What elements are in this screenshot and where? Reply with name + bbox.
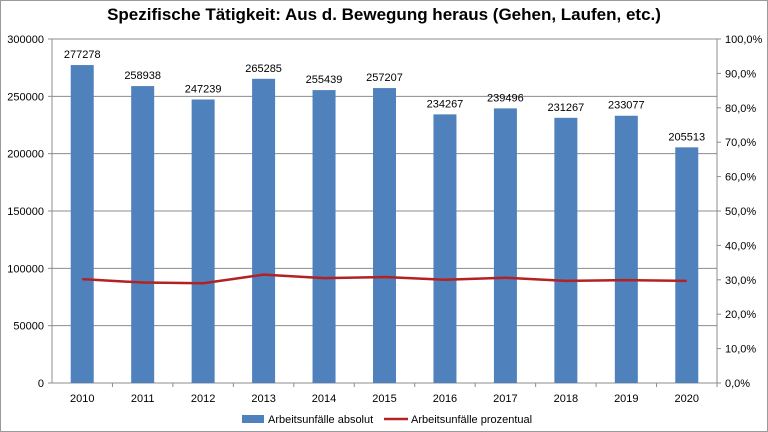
bar-data-label: 258938 <box>124 70 161 82</box>
bar-data-label: 233077 <box>608 100 645 112</box>
bar-data-label: 234267 <box>427 98 464 110</box>
bar-data-label: 277278 <box>64 49 101 61</box>
right-axis-tick-label: 40,0% <box>725 240 756 252</box>
x-axis-tick-label: 2018 <box>554 393 578 405</box>
right-axis-tick-label: 90,0% <box>725 68 756 80</box>
left-axis-tick-label: 150000 <box>7 206 44 218</box>
bar-data-label: 257207 <box>366 72 403 84</box>
right-axis-tick-label: 30,0% <box>725 275 756 287</box>
right-axis-tick-label: 10,0% <box>725 344 756 356</box>
chart-title: Spezifische Tätigkeit: Aus d. Bewegung h… <box>107 5 661 24</box>
left-axis-tick-label: 50000 <box>13 321 44 333</box>
bar <box>493 108 517 383</box>
legend-swatch-absolut <box>242 415 264 423</box>
bar <box>675 147 699 383</box>
bar-data-label: 239496 <box>487 92 524 104</box>
bar-data-label: 205513 <box>668 131 705 143</box>
bar-data-label: 255439 <box>306 74 343 86</box>
left-axis-tick-label: 200000 <box>7 149 44 161</box>
bar <box>614 115 638 383</box>
legend-label-prozentual: Arbeitsunfälle prozentual <box>411 414 532 426</box>
x-axis-tick-label: 2019 <box>614 393 638 405</box>
right-axis-tick-label: 60,0% <box>725 172 756 184</box>
x-axis-tick-label: 2017 <box>493 393 517 405</box>
bar-data-label: 231267 <box>548 102 585 114</box>
right-axis-tick-label: 100,0% <box>725 34 763 46</box>
right-axis-tick-label: 50,0% <box>725 206 756 218</box>
bar-data-label: 265285 <box>245 63 282 75</box>
x-axis-tick-label: 2014 <box>312 393 336 405</box>
left-axis-tick-label: 0 <box>38 378 44 390</box>
left-axis-tick-label: 250000 <box>7 91 44 103</box>
bar <box>252 78 276 384</box>
bar <box>312 90 336 383</box>
x-axis-tick-label: 2015 <box>372 393 396 405</box>
bar <box>433 114 457 383</box>
bar <box>373 88 396 383</box>
right-axis-tick-label: 20,0% <box>725 309 756 321</box>
right-axis-tick-label: 0,0% <box>725 378 750 390</box>
right-axis-tick-label: 80,0% <box>725 103 756 115</box>
right-axis-tick-label: 70,0% <box>725 137 756 149</box>
bar-data-label: 247239 <box>185 83 222 95</box>
left-axis-tick-label: 100000 <box>7 263 44 275</box>
left-axis-tick-label: 300000 <box>7 34 44 46</box>
bar <box>131 86 155 384</box>
x-axis-tick-label: 2016 <box>433 393 457 405</box>
bar <box>191 99 215 384</box>
bar <box>554 117 578 383</box>
x-axis-tick-label: 2010 <box>70 393 94 405</box>
legend-label-absolut: Arbeitsunfälle absolut <box>268 414 373 426</box>
x-axis-tick-label: 2011 <box>131 393 155 405</box>
x-axis-tick-label: 2020 <box>675 393 699 405</box>
bar <box>70 65 94 383</box>
x-axis-tick-label: 2013 <box>251 393 275 405</box>
x-axis-tick-label: 2012 <box>191 393 215 405</box>
percentage-line <box>82 273 687 285</box>
